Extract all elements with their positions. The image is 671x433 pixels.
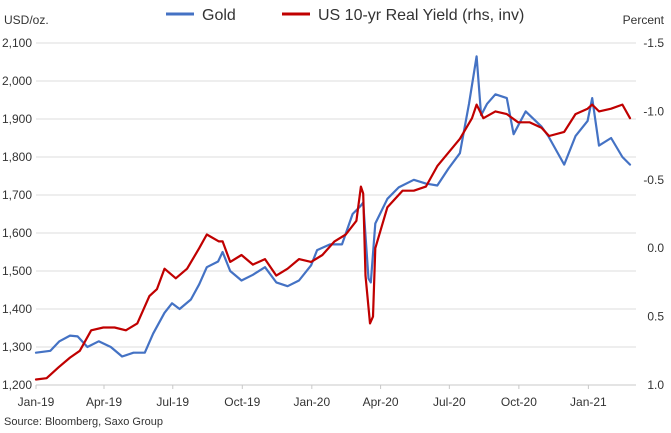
y-left-tick-label: 1,900 <box>2 112 32 126</box>
y-left-tick-label: 1,700 <box>2 188 32 202</box>
legend: Gold US 10-yr Real Yield (rhs, inv) <box>166 7 524 24</box>
x-tick-label: Apr-20 <box>363 395 399 409</box>
y-right-tick-label: -1.5 <box>643 36 664 50</box>
right-axis-ticks: -1.5 -1.0 -0.5 0.0 0.5 1.0 <box>643 36 664 392</box>
x-axis-ticks: Jan-19 Apr-19 Jul-19 Oct-19 Jan-20 Apr-20 Jul-… <box>18 384 636 409</box>
legend-real-yield-label: US 10-yr Real Yield (rhs, inv) <box>318 7 524 24</box>
y-left-tick-label: 1,300 <box>2 340 32 354</box>
y-left-tick-label: 1,800 <box>2 150 32 164</box>
y-left-tick-label: 2,000 <box>2 74 32 88</box>
y-left-tick-label: 1,500 <box>2 264 32 278</box>
x-tick-label: Apr-19 <box>86 395 122 409</box>
real-yield-series-line <box>34 103 632 381</box>
x-tick-label: Oct-20 <box>501 395 537 409</box>
series-lines <box>34 55 632 381</box>
x-tick-label: Jul-19 <box>156 395 189 409</box>
y-left-tick-label: 1,200 <box>2 378 32 392</box>
x-tick-label: Jan-21 <box>570 395 607 409</box>
left-axis-ticks: 1,200 1,300 1,400 1,500 1,600 1,700 1,800 1,900… <box>2 36 32 392</box>
gold-series-line <box>34 55 632 358</box>
y-left-tick-label: 1,600 <box>2 226 32 240</box>
y-right-tick-label: -0.5 <box>643 173 664 187</box>
y-right-tick-label: -1.0 <box>643 104 664 118</box>
y-left-tick-label: 1,400 <box>2 302 32 316</box>
y-right-tick-label: 0.0 <box>647 241 664 255</box>
left-unit-label: USD/oz. <box>4 13 49 27</box>
y-left-tick-label: 2,100 <box>2 36 32 50</box>
legend-gold-label: Gold <box>202 7 236 24</box>
right-unit-label: Percent <box>623 13 665 27</box>
x-tick-label: Jan-19 <box>18 395 55 409</box>
y-right-tick-label: 0.5 <box>647 310 664 324</box>
y-right-tick-label: 1.0 <box>647 378 664 392</box>
grid-lines <box>36 42 636 386</box>
x-tick-label: Jan-20 <box>293 395 330 409</box>
x-tick-label: Oct-19 <box>224 395 260 409</box>
source-note: Source: Bloomberg, Saxo Group <box>4 416 163 428</box>
x-tick-label: Jul-20 <box>433 395 466 409</box>
